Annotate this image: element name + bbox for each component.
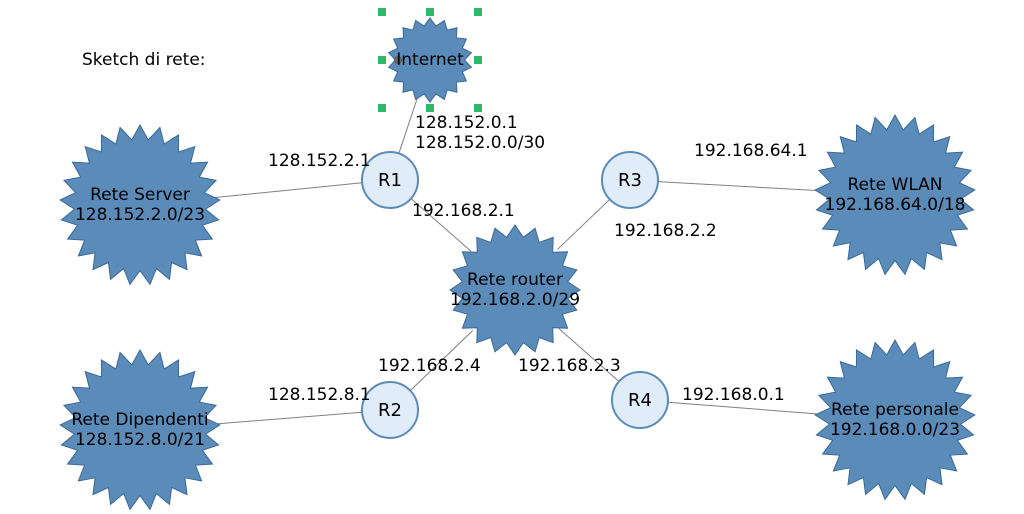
selection-handle[interactable]	[378, 104, 386, 112]
ip-label-8: 192.168.2.3	[518, 356, 621, 376]
ip-label-9: 192.168.0.1	[682, 385, 785, 405]
node-label-rete_wlan-line0: Rete WLAN	[847, 175, 942, 195]
edge-r2-rete_dip	[212, 412, 362, 424]
node-label-rete_server-line1: 128.152.2.0/23	[75, 205, 205, 225]
node-rete_wlan[interactable]: Rete WLAN192.168.64.0/18	[815, 115, 975, 274]
node-label-internet-line0: Internet	[396, 50, 464, 70]
ip-label-3: 192.168.2.1	[412, 201, 515, 221]
ip-label-7: 128.152.8.1	[268, 385, 371, 405]
node-label-rete_wlan-line1: 192.168.64.0/18	[825, 195, 966, 215]
selection-handle[interactable]	[474, 8, 482, 16]
node-r4[interactable]: R4	[612, 372, 668, 428]
ip-label-2: 128.152.2.1	[268, 151, 371, 171]
node-label-rete_router-line0: Rete router	[467, 270, 563, 290]
edge-rete_server-r1	[212, 183, 362, 198]
node-label-r1: R1	[378, 170, 402, 191]
node-internet[interactable]: Internet	[378, 8, 482, 112]
node-label-r4: R4	[628, 390, 652, 411]
selection-handle[interactable]	[474, 104, 482, 112]
node-label-r3: R3	[618, 170, 642, 191]
ip-label-0: 128.152.0.1	[415, 113, 518, 133]
edge-r3-rete_router	[557, 199, 609, 249]
node-label-r2: R2	[378, 400, 402, 421]
node-label-rete_dip-line1: 128.152.8.0/21	[75, 430, 205, 450]
nodes-layer: Internet Rete Server128.152.2.0/23 Rete Di…	[60, 8, 975, 509]
node-r3[interactable]: R3	[602, 152, 658, 208]
node-label-rete_pers-line0: Rete personale	[831, 400, 959, 420]
selection-handle[interactable]	[426, 104, 434, 112]
selection-handle[interactable]	[474, 56, 482, 64]
node-label-rete_router-line1: 192.168.2.0/29	[450, 290, 580, 310]
selection-handle[interactable]	[378, 56, 386, 64]
network-diagram: Internet Rete Server128.152.2.0/23 Rete Di…	[0, 0, 1024, 514]
ip-label-5: 192.168.2.2	[614, 221, 717, 241]
node-rete_server[interactable]: Rete Server128.152.2.0/23	[60, 125, 220, 284]
ip-label-1: 128.152.0.0/30	[415, 133, 545, 153]
node-rete_pers[interactable]: Rete personale192.168.0.0/23	[815, 340, 975, 499]
node-rete_router[interactable]: Rete router192.168.2.0/29	[450, 225, 580, 355]
edge-r3-rete_wlan	[658, 182, 823, 191]
selection-handle[interactable]	[426, 8, 434, 16]
node-rete_dip[interactable]: Rete Dipendenti128.152.8.0/21	[60, 350, 220, 509]
node-label-rete_pers-line1: 192.168.0.0/23	[830, 420, 960, 440]
ip-label-6: 192.168.2.4	[378, 356, 481, 376]
selection-handle[interactable]	[378, 8, 386, 16]
node-label-rete_server-line0: Rete Server	[90, 185, 190, 205]
diagram-title: Sketch di rete:	[82, 50, 206, 70]
ip-label-4: 192.168.64.1	[694, 141, 808, 161]
node-label-rete_dip-line0: Rete Dipendenti	[71, 410, 208, 430]
